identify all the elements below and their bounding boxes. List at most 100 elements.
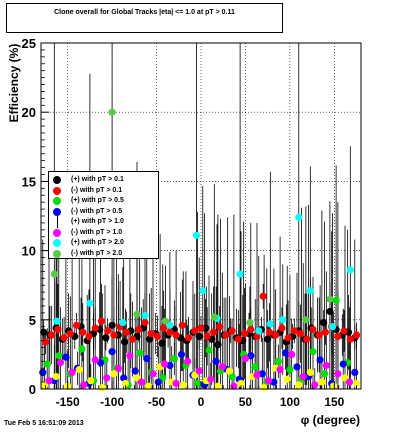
data-point	[272, 331, 280, 339]
data-point	[56, 359, 65, 367]
data-point	[247, 325, 255, 334]
data-point	[133, 310, 141, 318]
legend-dot-marker	[53, 249, 61, 258]
data-point	[114, 364, 122, 372]
data-point	[110, 370, 118, 378]
x-tick-label: -150	[56, 395, 80, 409]
data-point	[345, 378, 354, 386]
data-point	[253, 371, 261, 379]
data-point	[79, 328, 87, 336]
data-point	[108, 348, 116, 356]
legend-label: (+) with pT > 0.5	[71, 197, 124, 204]
data-point	[120, 374, 128, 382]
data-point	[306, 287, 314, 295]
data-point	[126, 352, 134, 360]
data-point	[225, 367, 234, 375]
data-point	[236, 270, 244, 278]
data-point	[209, 328, 218, 336]
datestamp: Tue Feb 5 16:51:09 2013	[4, 420, 84, 427]
data-point	[351, 368, 359, 376]
data-point	[86, 299, 94, 307]
x-axis-label: φ (degree)	[300, 413, 360, 427]
data-point	[75, 366, 83, 374]
data-point	[316, 356, 324, 364]
data-point	[161, 317, 170, 325]
data-point	[237, 379, 245, 388]
data-point	[192, 231, 201, 239]
y-axis-label: Efficiency (%)	[7, 43, 21, 123]
y-tick-label: 20	[22, 105, 36, 120]
data-point	[137, 378, 146, 386]
data-point	[53, 317, 61, 325]
data-point	[191, 327, 199, 335]
data-point	[195, 367, 203, 375]
data-point	[144, 382, 153, 390]
legend-entry: (+) with pT > 2.0	[49, 238, 160, 248]
data-point	[288, 350, 296, 358]
data-point	[260, 384, 268, 392]
data-point	[66, 330, 74, 338]
data-point	[147, 330, 155, 338]
data-point	[318, 378, 326, 386]
legend-label: (-) with pT > 0.5	[71, 207, 123, 215]
data-point	[160, 360, 169, 368]
data-point	[234, 335, 242, 343]
data-point	[184, 334, 193, 342]
data-point	[135, 325, 143, 334]
data-point	[264, 335, 272, 343]
data-point	[184, 357, 192, 365]
data-point	[60, 334, 68, 342]
data-point	[205, 346, 213, 354]
data-point	[216, 323, 224, 331]
data-point	[54, 325, 62, 334]
data-point	[222, 331, 230, 339]
data-point	[241, 354, 250, 363]
x-tick-label: 50	[239, 395, 253, 409]
data-point	[72, 321, 81, 329]
data-point	[195, 332, 203, 341]
legend-label: (+) with pT > 0.1	[71, 176, 124, 183]
data-point	[145, 335, 154, 343]
legend-label: (+) with pT > 2.0	[71, 239, 124, 246]
x-tick-label: 100	[280, 395, 300, 409]
data-point	[329, 382, 338, 390]
data-point	[247, 352, 255, 360]
y-tick-label: 10	[22, 244, 36, 259]
legend-dot-marker	[53, 176, 61, 184]
data-point	[328, 323, 337, 331]
data-point	[306, 368, 314, 376]
data-point	[334, 370, 342, 378]
legend-label: (-) with pT > 1.0	[71, 228, 123, 236]
legend-entry: (+) with pT > 0.5	[49, 196, 160, 206]
legend-dot-marker	[53, 207, 61, 216]
data-point	[340, 327, 348, 335]
data-point	[120, 338, 129, 346]
data-point	[320, 370, 329, 378]
x-tick-label: 150	[324, 395, 344, 409]
data-point	[276, 366, 284, 374]
data-point	[311, 381, 319, 389]
data-point	[80, 381, 88, 389]
data-point	[172, 379, 180, 388]
data-point	[108, 108, 116, 116]
data-point	[41, 338, 50, 346]
data-points	[39, 108, 361, 392]
data-point	[290, 327, 298, 335]
data-point	[158, 339, 166, 347]
data-point	[40, 328, 48, 336]
y-tick-label: 15	[22, 174, 36, 189]
data-point	[141, 312, 149, 320]
data-point	[278, 324, 286, 332]
data-point	[332, 296, 340, 305]
data-point	[284, 334, 292, 342]
data-point	[265, 328, 274, 336]
data-point	[78, 345, 86, 353]
data-point	[283, 375, 291, 383]
data-point	[326, 307, 334, 316]
data-point	[309, 325, 317, 334]
data-point	[166, 328, 174, 336]
data-point	[302, 316, 310, 324]
data-point	[352, 379, 361, 388]
data-point	[96, 359, 105, 367]
data-point	[228, 327, 236, 335]
